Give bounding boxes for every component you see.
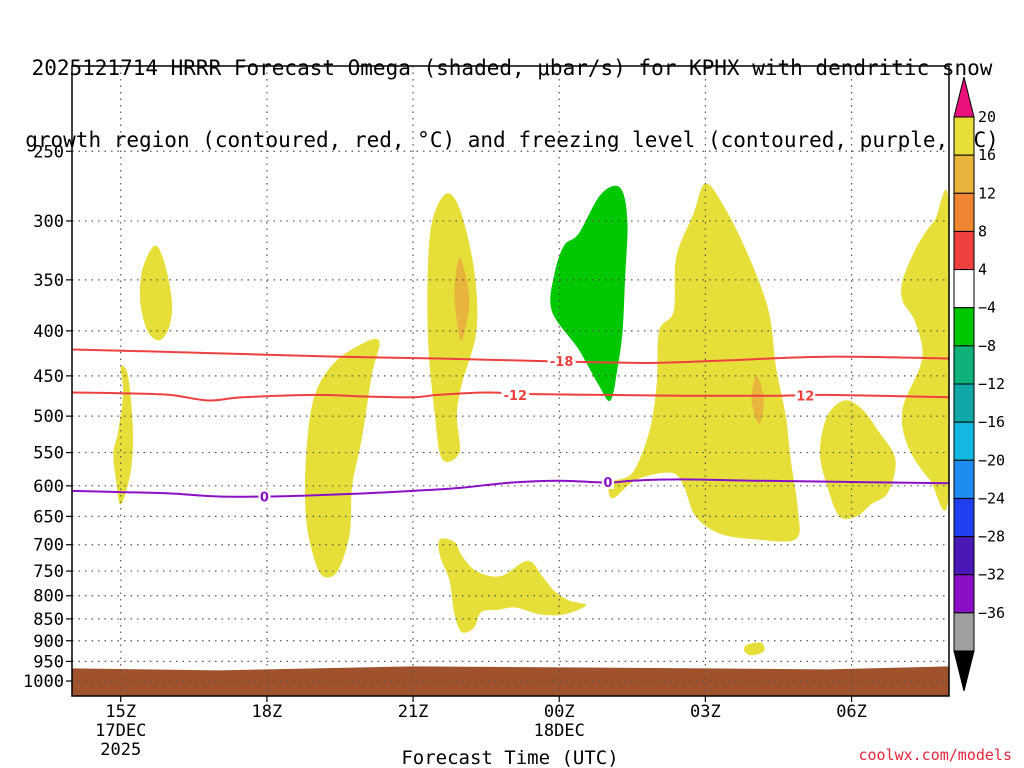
y-tick-label-400: 400 — [33, 322, 64, 342]
colorbar-label-13: −36 — [978, 604, 1005, 622]
colorbar-label-1: 16 — [978, 146, 996, 164]
colorbar-swatch-13 — [953, 612, 975, 652]
y-tick-label-850: 850 — [33, 610, 64, 630]
y-tick-label-800: 800 — [33, 587, 64, 607]
contour-layer: -18 -12 12 0 0 — [72, 348, 949, 505]
colorbar-overflow-high — [953, 76, 975, 118]
x-tick-label-30: 06Z — [836, 702, 867, 722]
chart-title: 2025121714 HRRR Forecast Omega (shaded, … — [0, 8, 1024, 176]
contour-label-0: -18 — [550, 355, 574, 370]
colorbar-swatch-1 — [953, 154, 975, 194]
y-tick-label-950: 950 — [33, 652, 64, 672]
omega-region-3 — [427, 193, 478, 462]
omega-region-8 — [751, 375, 764, 424]
y-tick-label-250: 250 — [33, 142, 64, 162]
colorbar-swatch-5 — [953, 307, 975, 347]
x-tick-label-24: 00Z — [544, 702, 575, 722]
contour-label-1: -12 — [504, 389, 528, 404]
contour-label-bg-0 — [547, 354, 576, 369]
y-tick-label-700: 700 — [33, 536, 64, 556]
colorbar-label-2: 12 — [978, 184, 996, 202]
contour-label-bg-3 — [258, 489, 271, 504]
contour-label-bg-1 — [501, 387, 530, 402]
colorbar-swatch-6 — [953, 345, 975, 385]
contour-0-3 — [72, 478, 949, 498]
omega-region-4 — [454, 257, 470, 341]
colorbar-swatch-12 — [953, 574, 975, 614]
plot-frame — [71, 65, 950, 697]
y-tick-label-300: 300 — [33, 212, 64, 232]
y-tick-label-350: 350 — [33, 271, 64, 291]
x-tick-label-15: 15Z — [105, 702, 136, 722]
colorbar-label-4: 4 — [978, 261, 987, 279]
contour-label-bg-2 — [795, 388, 816, 403]
omega-region-7 — [608, 183, 800, 542]
colorbar-label-7: −12 — [978, 375, 1005, 393]
colorbar-label-8: −16 — [978, 413, 1005, 431]
contour-label-4: 0 — [603, 476, 612, 491]
y-tick-label-550: 550 — [33, 444, 64, 464]
omega-region-6 — [550, 185, 628, 401]
colorbar-overflow-low — [953, 650, 975, 692]
y-tick-label-900: 900 — [33, 632, 64, 652]
x-tick-label-27: 03Z — [690, 702, 721, 722]
x-tick-date-15: 17DEC — [95, 721, 146, 741]
colorbar-swatch-10 — [953, 497, 975, 538]
y-axis-ticks: 2503003504004505005506006507007508008509… — [23, 142, 72, 692]
y-tick-label-450: 450 — [33, 367, 64, 387]
colorbar-label-0: 20 — [978, 108, 996, 126]
colorbar-swatch-3 — [953, 230, 975, 271]
y-tick-label-750: 750 — [33, 562, 64, 582]
colorbar-label-5: −4 — [978, 299, 996, 317]
chart-title-line-2: growth region (contoured, red, °C) and f… — [25, 128, 999, 152]
omega-region-1 — [113, 365, 133, 505]
colorbar-swatch-8 — [953, 421, 975, 461]
contour--18-0 — [72, 348, 949, 364]
colorbar-swatch-7 — [953, 383, 975, 423]
y-tick-label-500: 500 — [33, 407, 64, 427]
x-tick-label-18: 18Z — [252, 702, 283, 722]
x-tick-label-21: 21Z — [398, 702, 429, 722]
colorbar-swatch-11 — [953, 536, 975, 576]
x-tick-year-15: 2025 — [100, 740, 141, 760]
omega-region-10 — [901, 189, 949, 511]
colorbar-label-3: 8 — [978, 222, 987, 240]
grid-layer — [72, 66, 949, 696]
contour-label-3: 0 — [260, 490, 269, 505]
y-tick-label-600: 600 — [33, 477, 64, 497]
y-tick-label-650: 650 — [33, 507, 64, 527]
colorbar-label-6: −8 — [978, 337, 996, 355]
colorbar-label-9: −20 — [978, 451, 1005, 469]
colorbar: 20 16 12 8 4 −4 −8 −12 −16 −20 −24 −28 −32 −36 — [953, 76, 1005, 692]
omega-region-2 — [304, 338, 380, 578]
colorbar-label-12: −32 — [978, 566, 1005, 584]
contour--12-1 — [72, 391, 949, 402]
colorbar-label-10: −24 — [978, 489, 1005, 507]
y-tick-label-1000: 1000 — [23, 672, 64, 692]
ground-surface — [72, 666, 949, 696]
credit-text: coolwx.com/models — [858, 746, 1012, 764]
colorbar-swatch-2 — [953, 192, 975, 232]
colorbar-swatch-9 — [953, 459, 975, 499]
colorbar-swatch-4 — [953, 269, 975, 309]
omega-region-9 — [819, 400, 896, 520]
colorbar-label-11: −28 — [978, 528, 1005, 546]
omega-region-11 — [744, 642, 765, 656]
omega-shading-layer — [113, 183, 949, 656]
contour-label-bg-4 — [601, 474, 614, 489]
x-tick-date-24: 18DEC — [534, 721, 585, 741]
ground-layer — [72, 666, 949, 696]
omega-region-5 — [438, 538, 587, 633]
x-axis-label: Forecast Time (UTC) — [401, 747, 618, 768]
chart-title-line-1: 2025121714 HRRR Forecast Omega (shaded, … — [31, 56, 993, 80]
omega-region-0 — [139, 245, 173, 341]
colorbar-swatch-0 — [953, 116, 975, 156]
contour-label-2: 12 — [796, 390, 814, 405]
